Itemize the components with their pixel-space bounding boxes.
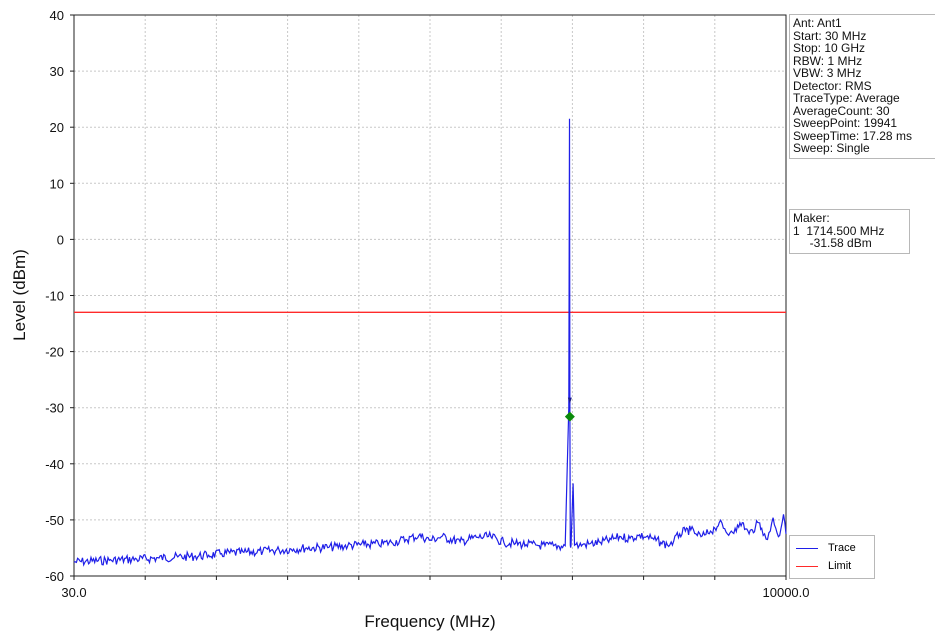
settings-line: TraceType: Average [793, 91, 900, 105]
y-axis-ticks: 40 30 20 10 0 -10 -20 -30 -40 -50 -60 [45, 8, 74, 584]
y-tick-label: -60 [45, 569, 64, 584]
marker-line: 1 1714.500 MHz [793, 223, 885, 238]
marker-arrow-icon [567, 397, 572, 404]
limit-swatch-icon [796, 565, 818, 567]
x-axis-label: Frequency (MHz) [364, 612, 495, 631]
y-tick-label: -50 [45, 513, 64, 528]
sweep-settings-panel: Ant: Ant1 Start: 30 MHz Stop: 10 GHz RBW: 1… [789, 14, 935, 159]
y-tick-label: -20 [45, 345, 64, 360]
settings-line: Stop: 10 GHz [793, 41, 866, 55]
y-tick-label: 20 [50, 120, 64, 135]
trace-group [73, 118, 787, 567]
settings-line: Detector: RMS [793, 78, 872, 93]
legend-item-trace: Trace [796, 541, 856, 555]
grid [74, 14, 786, 577]
marker-readout-panel: Maker: 1 1714.500 MHz -31.58 dBm [789, 209, 910, 254]
settings-line: Start: 30 MHz [793, 28, 867, 43]
settings-line: SweepPoint: 19941 [793, 116, 898, 130]
settings-line: SweepTime: 17.28 ms [793, 128, 912, 143]
settings-line: RBW: 1 MHz [793, 53, 863, 68]
x-tick-label: 10000.0 [763, 585, 810, 600]
settings-line: Ant: Ant1 [793, 16, 842, 30]
y-tick-label: 40 [50, 8, 64, 23]
trace-line [73, 118, 787, 567]
y-tick-label: 0 [57, 232, 64, 247]
marker-line: Maker: [793, 211, 830, 225]
y-tick-label: 10 [50, 176, 64, 191]
settings-line: VBW: 3 MHz [793, 66, 862, 80]
marker-point [564, 411, 575, 422]
legend-label-limit: Limit [828, 560, 852, 572]
marker-line: -31.58 dBm [793, 236, 872, 250]
legend: Trace Limit [789, 535, 875, 579]
y-tick-label: 30 [50, 64, 64, 79]
legend-item-limit: Limit [796, 559, 851, 573]
y-tick-label: -40 [45, 457, 64, 472]
y-axis-label: Level (dBm) [10, 249, 29, 341]
settings-line: Sweep: Single [793, 141, 870, 155]
y-tick-label: -10 [45, 289, 64, 304]
settings-line: AverageCount: 30 [793, 103, 890, 118]
x-tick-label: 30.0 [61, 585, 86, 600]
trace-swatch-icon [796, 547, 818, 549]
legend-label-trace: Trace [828, 542, 856, 554]
x-axis-ticks: 30.0 10000.0 [61, 576, 810, 600]
y-tick-label: -30 [45, 401, 64, 416]
